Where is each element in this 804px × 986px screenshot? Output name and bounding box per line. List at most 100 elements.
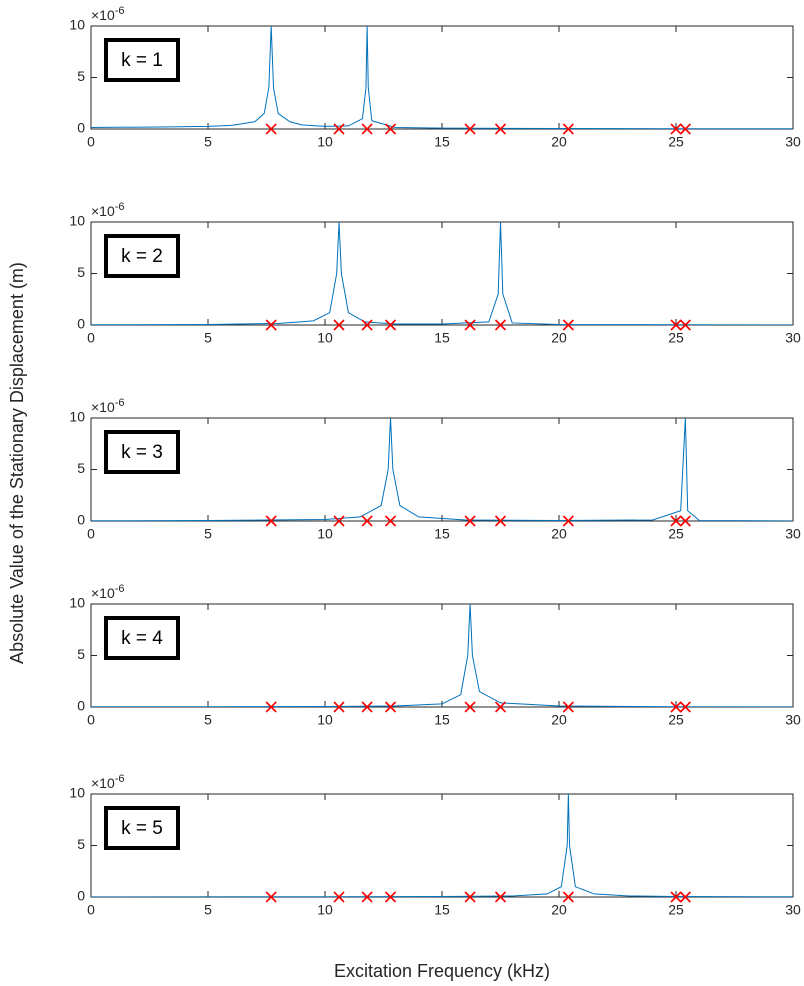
marker — [265, 891, 277, 903]
x-tick-label: 15 — [434, 526, 450, 542]
x-tick-label: 25 — [668, 526, 684, 542]
x-tick-label: 15 — [434, 902, 450, 918]
marker — [464, 123, 476, 135]
marker — [265, 515, 277, 527]
x-tick-label: 0 — [87, 712, 95, 728]
marker — [679, 891, 691, 903]
x-tick-label: 15 — [434, 330, 450, 346]
marker — [494, 319, 507, 331]
data-line — [91, 604, 793, 707]
subplot: 0 5 10 15 20 25 30 0 5 10 ×10-6 k = 1 — [69, 5, 801, 150]
exponent-power: -6 — [115, 397, 125, 409]
x-tick-label: 30 — [785, 526, 801, 542]
marker — [679, 123, 691, 135]
data-line — [91, 418, 793, 521]
marker — [670, 319, 682, 331]
annotation-box — [104, 38, 180, 82]
x-tick-label: 10 — [317, 902, 333, 918]
exponent-base: ×10 — [91, 203, 115, 219]
marker — [384, 891, 397, 903]
x-tick-label: 20 — [551, 526, 567, 542]
x-tick-label: 25 — [668, 330, 684, 346]
plot-area — [90, 603, 794, 708]
annotation: k = 3 — [121, 442, 163, 463]
marker — [265, 319, 277, 331]
marker — [562, 123, 574, 135]
marker — [670, 891, 682, 903]
data-line — [91, 26, 793, 129]
x-tick-label: 30 — [785, 902, 801, 918]
x-tick-label: 20 — [551, 134, 567, 150]
annotation-box — [104, 430, 180, 474]
annotation-box — [104, 234, 180, 278]
exponent-power: -6 — [115, 201, 125, 213]
y-axis-label: Absolute Value of the Stationary Displac… — [7, 262, 27, 664]
marker — [679, 515, 691, 527]
x-tick-label: 5 — [204, 902, 212, 918]
marker — [384, 123, 397, 135]
axis-exponent: ×10-6 — [91, 201, 125, 219]
plot-area — [90, 221, 794, 326]
marker — [361, 319, 373, 331]
x-axis-label: Excitation Frequency (kHz) — [334, 961, 550, 981]
subplot: 0 5 10 15 20 25 30 0 5 10 ×10-6 k = 2 — [69, 201, 801, 346]
marker — [464, 891, 476, 903]
annotation: k = 5 — [121, 818, 163, 839]
marker — [670, 701, 682, 713]
annotation: k = 2 — [121, 246, 163, 267]
marker — [562, 891, 574, 903]
marker — [494, 701, 507, 713]
y-tick-label: 5 — [77, 460, 85, 476]
x-tick-label: 20 — [551, 712, 567, 728]
x-tick-label: 10 — [317, 134, 333, 150]
y-tick-label: 10 — [69, 17, 85, 33]
exponent-power: -6 — [115, 5, 125, 17]
x-tick-label: 30 — [785, 330, 801, 346]
x-tick-label: 20 — [551, 902, 567, 918]
marker — [494, 891, 507, 903]
marker — [333, 891, 345, 903]
x-tick-label: 10 — [317, 712, 333, 728]
y-tick-label: 5 — [77, 68, 85, 84]
x-tick-label: 5 — [204, 712, 212, 728]
y-tick-label: 5 — [77, 646, 85, 662]
x-tick-label: 30 — [785, 712, 801, 728]
exponent-base: ×10 — [91, 585, 115, 601]
exponent-base: ×10 — [91, 775, 115, 791]
subplot: 0 5 10 15 20 25 30 0 5 10 ×10-6 k = 4 — [69, 583, 801, 728]
marker — [265, 123, 277, 135]
y-tick-label: 0 — [77, 512, 85, 528]
marker — [464, 515, 476, 527]
x-tick-label: 0 — [87, 902, 95, 918]
x-tick-label: 25 — [668, 134, 684, 150]
x-tick-label: 30 — [785, 134, 801, 150]
exponent-base: ×10 — [91, 7, 115, 23]
axis-exponent: ×10-6 — [91, 5, 125, 23]
marker — [464, 701, 476, 713]
marker — [361, 701, 373, 713]
marker — [562, 319, 574, 331]
x-tick-label: 25 — [668, 902, 684, 918]
annotation: k = 4 — [121, 628, 163, 649]
x-tick-label: 0 — [87, 330, 95, 346]
data-line — [91, 794, 793, 897]
x-tick-label: 15 — [434, 134, 450, 150]
marker — [333, 701, 345, 713]
marker — [494, 123, 507, 135]
plot-area — [90, 793, 794, 898]
y-tick-label: 10 — [69, 785, 85, 801]
x-tick-label: 10 — [317, 330, 333, 346]
x-tick-label: 10 — [317, 526, 333, 542]
y-tick-label: 5 — [77, 836, 85, 852]
x-tick-label: 15 — [434, 712, 450, 728]
x-tick-label: 5 — [204, 526, 212, 542]
marker — [384, 515, 397, 527]
y-tick-label: 10 — [69, 213, 85, 229]
x-tick-label: 20 — [551, 330, 567, 346]
y-tick-label: 5 — [77, 264, 85, 280]
marker — [562, 701, 574, 713]
plot-area — [90, 25, 794, 130]
y-tick-label: 0 — [77, 698, 85, 714]
marker — [361, 515, 373, 527]
